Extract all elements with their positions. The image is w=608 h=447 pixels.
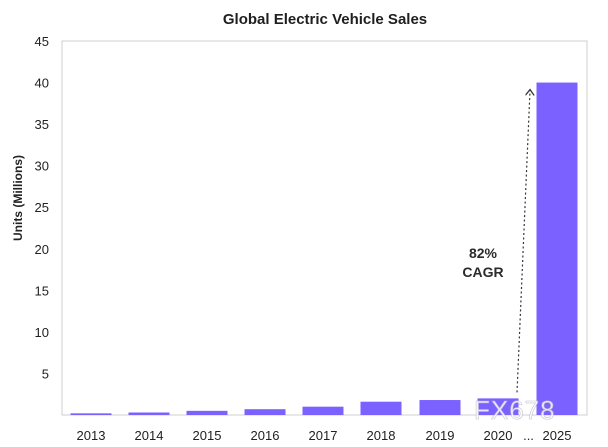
y-tick-label: 30 [35, 159, 49, 174]
bar-2018 [360, 401, 402, 415]
y-axis-label: Units (Millions) [11, 155, 25, 241]
y-tick-label: 45 [35, 34, 49, 49]
cagr-arrow [516, 91, 530, 393]
x-tick-label: 2018 [367, 428, 396, 443]
x-tick-label: 2017 [309, 428, 338, 443]
y-tick-label: 40 [35, 76, 49, 91]
bars [70, 82, 578, 416]
plot-frame [61, 40, 588, 416]
y-tick-label: 5 [42, 366, 49, 381]
bar-2025 [536, 82, 578, 416]
bar-2020 [477, 398, 519, 415]
x-tick-label: 2019 [426, 428, 455, 443]
y-tick-label: 10 [35, 325, 49, 340]
y-tick-label: 25 [35, 200, 49, 215]
bar-2017 [302, 406, 344, 415]
cagr-percent-label: 82% [469, 245, 498, 261]
axis-gap-marker: ... [523, 428, 534, 443]
cagr-text-label: CAGR [462, 264, 503, 280]
x-tick-label: 2014 [135, 428, 164, 443]
bar-2014 [128, 412, 170, 415]
x-tick-label: 2025 [543, 428, 572, 443]
x-tick-label: 2015 [193, 428, 222, 443]
bar-2013 [70, 413, 112, 415]
y-tick-label: 15 [35, 283, 49, 298]
chart-title: Global Electric Vehicle Sales [223, 11, 427, 28]
bar-2016 [244, 409, 286, 415]
y-axis-ticks: 5 10 15 20 25 30 35 40 45 [35, 34, 49, 381]
x-axis-ticks: 2013 2014 2015 2016 2017 2018 2019 2020 2025 [77, 428, 572, 443]
watermark-logo: FX678 [474, 395, 556, 425]
bar-2019 [419, 400, 461, 415]
bar-2015 [186, 410, 228, 415]
y-tick-label: 20 [35, 242, 49, 257]
y-tick-label: 35 [35, 117, 49, 132]
x-tick-label: 2013 [77, 428, 106, 443]
x-tick-label: 2020 [484, 428, 513, 443]
x-tick-label: 2016 [251, 428, 280, 443]
